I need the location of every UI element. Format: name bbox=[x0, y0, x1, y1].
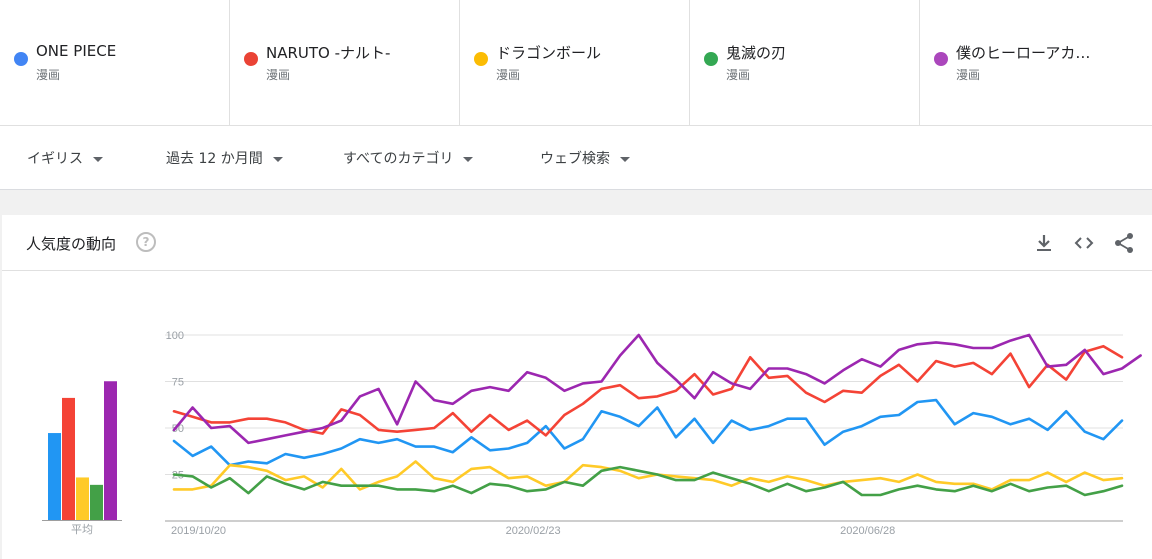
category-dropdown[interactable]: すべてのカテゴリ bbox=[343, 148, 474, 168]
x-tick-label: 2019/10/20 bbox=[171, 525, 226, 537]
term-name: 鬼滅の刃 bbox=[726, 44, 787, 62]
card-header: 人気度の動向 ? bbox=[2, 215, 1152, 271]
search-type-dropdown[interactable]: ウェブ検索 bbox=[540, 148, 630, 168]
x-tick-label: 2020/06/28 bbox=[840, 525, 895, 537]
term-card-one-piece[interactable]: ONE PIECE 漫画 bbox=[0, 0, 230, 126]
embed-icon[interactable] bbox=[1072, 231, 1096, 255]
term-name: NARUTO -ナルト- bbox=[266, 44, 391, 62]
dropdown-arrow-icon bbox=[93, 156, 103, 162]
term-card-dragon-ball[interactable]: ドラゴンボール 漫画 bbox=[460, 0, 690, 126]
filter-bar: イギリス 過去 12 か月間 すべてのカテゴリ ウェブ検索 bbox=[0, 126, 1152, 189]
average-bar[interactable] bbox=[76, 477, 89, 520]
term-card-naruto[interactable]: NARUTO -ナルト- 漫画 bbox=[230, 0, 460, 126]
average-bar[interactable] bbox=[48, 433, 61, 520]
average-bars: 平均 bbox=[42, 381, 122, 536]
y-tick-label: 50 bbox=[172, 423, 184, 435]
dropdown-arrow-icon bbox=[272, 156, 283, 162]
term-card-my-hero-academia[interactable]: 僕のヒーローアカ… 漫画 bbox=[920, 0, 1152, 126]
time-range-dropdown[interactable]: 過去 12 か月間 bbox=[166, 148, 283, 168]
series-color-dot bbox=[14, 52, 28, 66]
explore-header: ONE PIECE 漫画 NARUTO -ナルト- 漫画 ドラゴンボール 漫画 … bbox=[0, 0, 1152, 190]
series-color-dot bbox=[244, 52, 258, 66]
term-category: 漫画 bbox=[726, 68, 751, 82]
comparison-terms: ONE PIECE 漫画 NARUTO -ナルト- 漫画 ドラゴンボール 漫画 … bbox=[0, 0, 1152, 126]
term-name: ONE PIECE bbox=[36, 42, 117, 60]
time-range-label: 過去 12 か月間 bbox=[166, 151, 263, 167]
dropdown-arrow-icon bbox=[463, 156, 474, 162]
download-icon[interactable] bbox=[1032, 231, 1056, 255]
series-line[interactable] bbox=[172, 460, 1124, 491]
series-line[interactable] bbox=[172, 398, 1124, 467]
category-label: すべてのカテゴリ bbox=[343, 151, 454, 167]
term-card-kimetsu[interactable]: 鬼滅の刃 漫画 bbox=[690, 0, 920, 126]
series-line[interactable] bbox=[172, 465, 1124, 497]
average-bar[interactable] bbox=[62, 397, 75, 520]
term-name: ドラゴンボール bbox=[496, 44, 602, 62]
search-type-label: ウェブ検索 bbox=[540, 151, 610, 167]
y-tick-label: 75 bbox=[172, 377, 184, 389]
series-line[interactable] bbox=[172, 333, 1142, 445]
share-icon[interactable] bbox=[1112, 231, 1136, 255]
y-tick-label: 100 bbox=[166, 330, 184, 342]
average-bar[interactable] bbox=[104, 381, 117, 520]
region-label: イギリス bbox=[27, 151, 83, 167]
series-line[interactable] bbox=[172, 344, 1124, 437]
series-color-dot bbox=[474, 52, 488, 66]
average-label: 平均 bbox=[71, 523, 93, 536]
average-bar[interactable] bbox=[90, 484, 103, 520]
term-name: 僕のヒーローアカ… bbox=[956, 44, 1091, 62]
term-category: 漫画 bbox=[266, 68, 291, 82]
term-category: 漫画 bbox=[36, 68, 61, 82]
series-color-dot bbox=[704, 52, 718, 66]
interest-over-time-card: 人気度の動向 ? 平均 25 50 75 100 2019/10/20 2020/02/… bbox=[2, 215, 1152, 559]
help-icon[interactable]: ? bbox=[136, 232, 156, 252]
series-color-dot bbox=[934, 52, 948, 66]
dropdown-arrow-icon bbox=[620, 156, 630, 162]
x-tick-label: 2020/02/23 bbox=[506, 525, 561, 537]
term-category: 漫画 bbox=[496, 68, 521, 82]
card-title: 人気度の動向 bbox=[26, 235, 117, 253]
term-category: 漫画 bbox=[956, 68, 981, 82]
chart-lines[interactable] bbox=[172, 333, 1142, 497]
x-axis-labels: 2019/10/20 2020/02/23 2020/06/28 bbox=[171, 525, 895, 537]
region-dropdown[interactable]: イギリス bbox=[27, 148, 103, 168]
